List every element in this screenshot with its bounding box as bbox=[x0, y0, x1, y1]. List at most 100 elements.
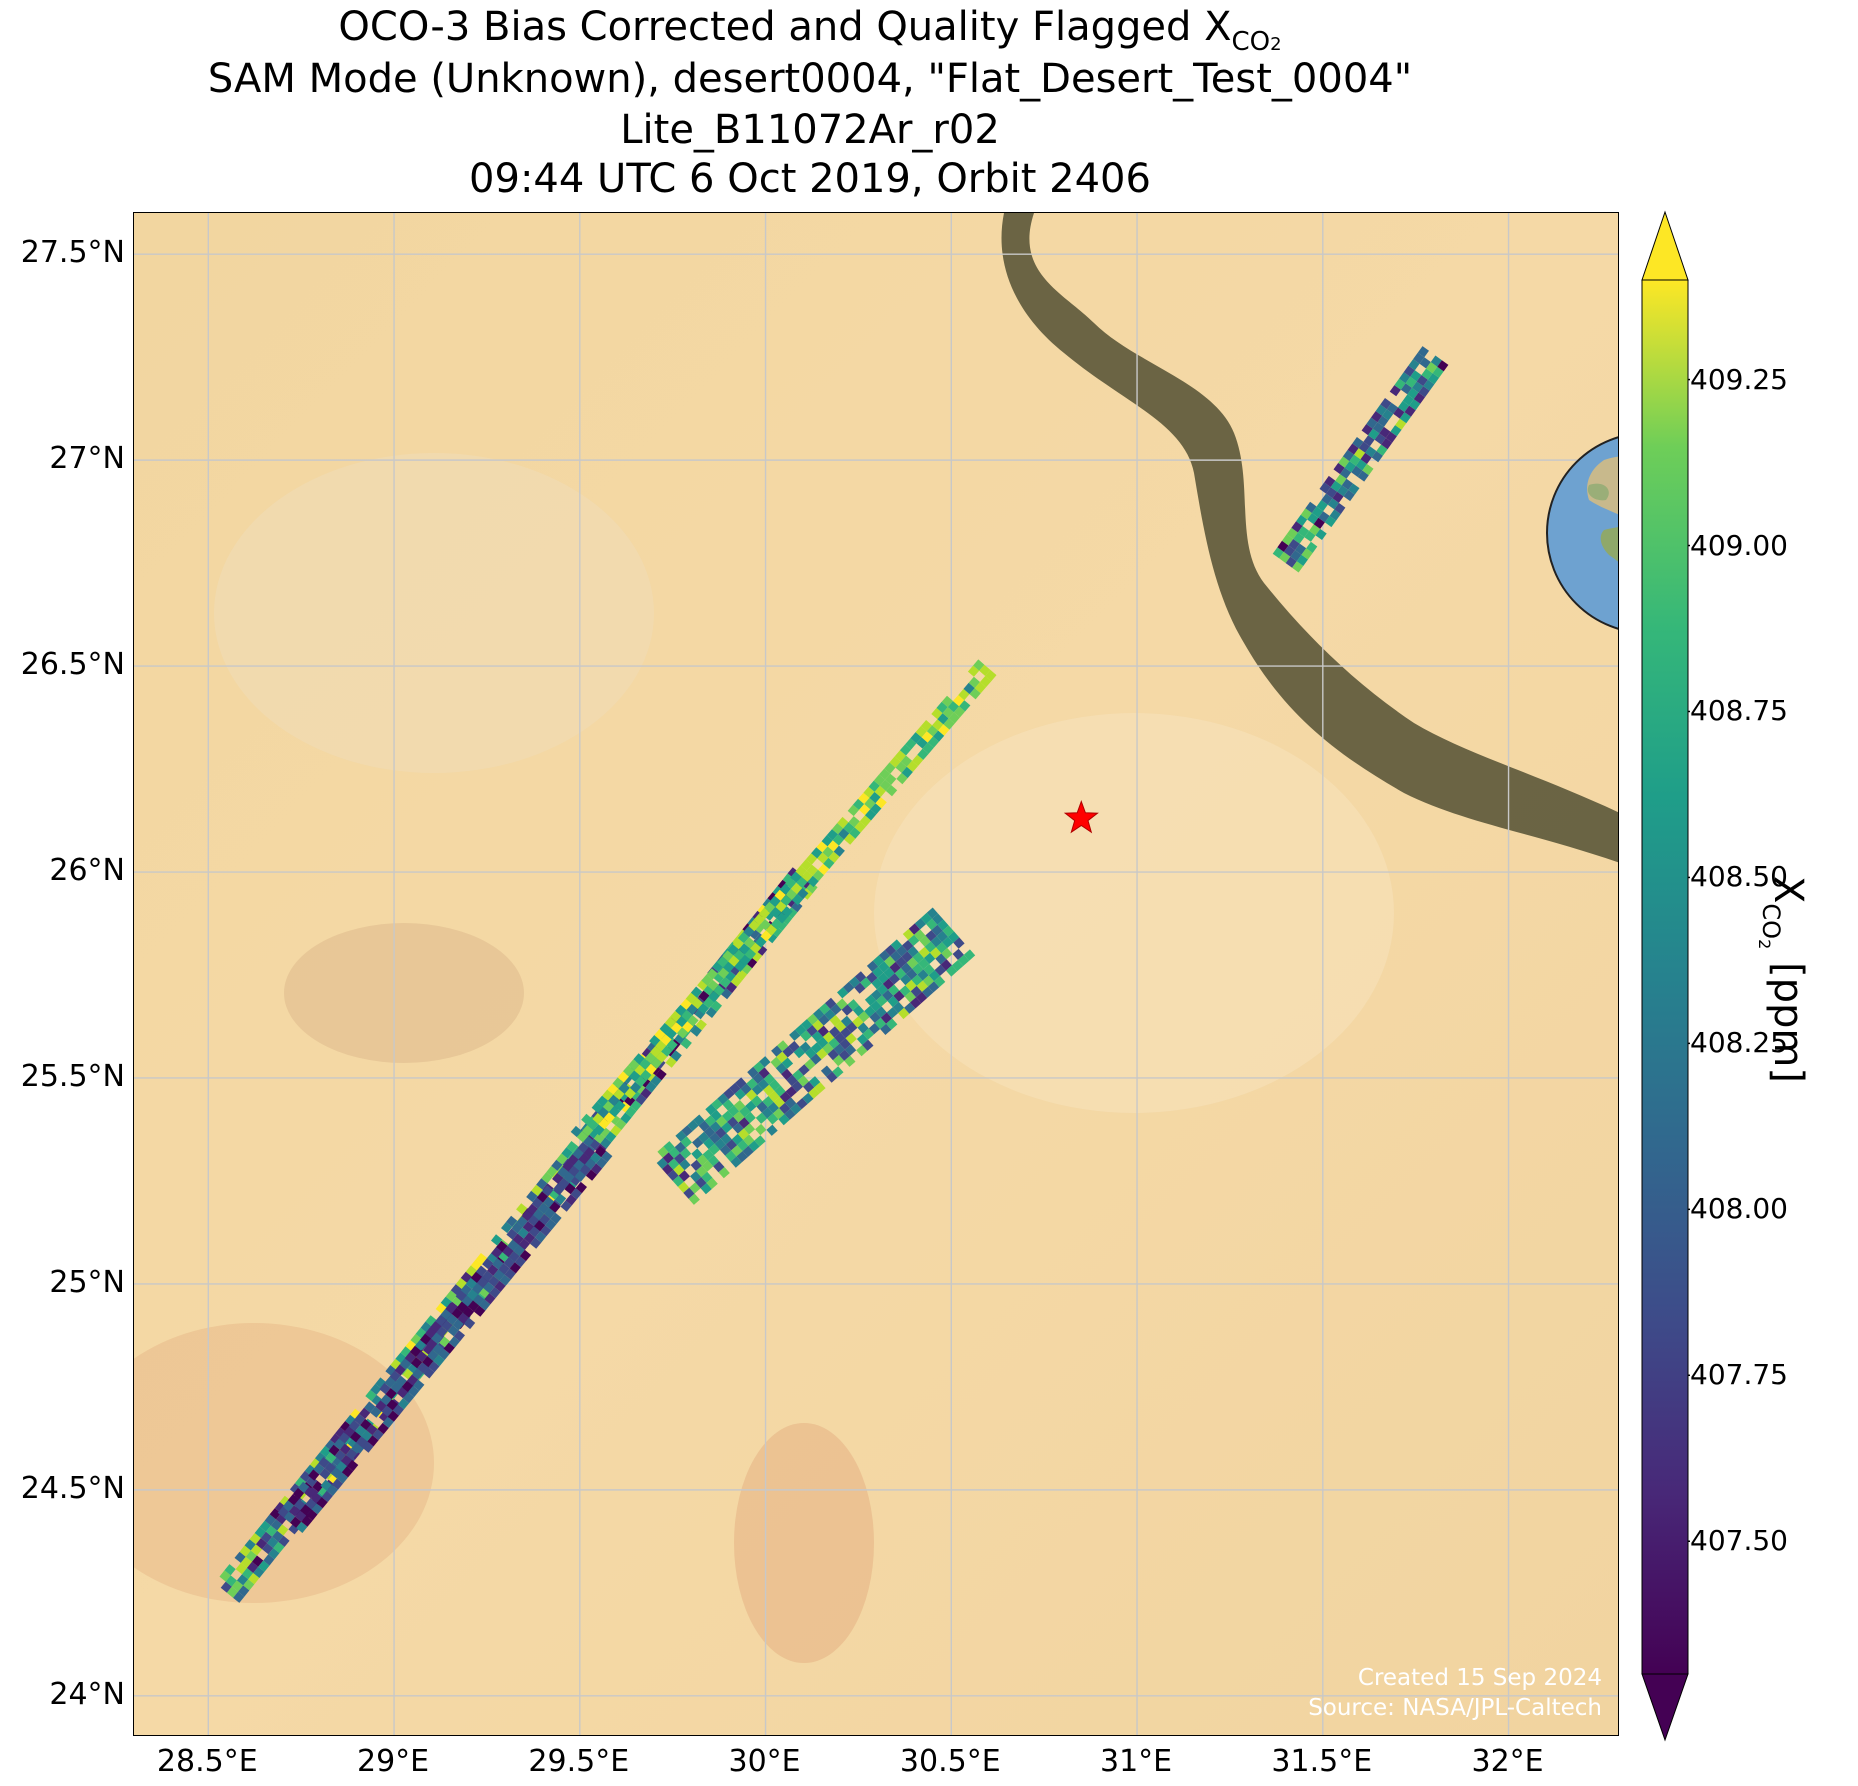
sounding-pixel bbox=[1338, 456, 1350, 468]
sounding-pixel bbox=[801, 1019, 813, 1031]
sounding-pixel bbox=[248, 1573, 260, 1585]
sand-patch bbox=[214, 453, 654, 773]
sounding-pixel bbox=[884, 762, 896, 774]
sounding-pixel bbox=[953, 695, 965, 707]
y-tick-label: 27°N bbox=[49, 441, 125, 477]
sounding-pixel bbox=[1335, 474, 1347, 486]
sounding-pixel bbox=[1413, 352, 1425, 364]
sounding-pixel bbox=[479, 1299, 491, 1311]
sounding-pixel bbox=[745, 1100, 757, 1112]
sounding-pixel bbox=[623, 1065, 635, 1077]
sounding-pixel bbox=[475, 1253, 488, 1265]
sounding-pixel bbox=[1385, 431, 1397, 443]
sounding-pixel bbox=[662, 1152, 674, 1164]
sounding-pixel bbox=[385, 1388, 397, 1400]
sounding-pixel bbox=[473, 1294, 485, 1306]
sounding-pixel bbox=[321, 1490, 333, 1503]
sounding-pixel bbox=[848, 816, 860, 828]
sounding-pixel bbox=[924, 952, 936, 964]
sounding-pixel bbox=[745, 1089, 758, 1101]
sounding-pixel bbox=[635, 1075, 647, 1087]
sounding-pixel bbox=[372, 1429, 384, 1441]
sounding-pixel bbox=[685, 992, 697, 1004]
sounding-pixel bbox=[811, 1042, 823, 1054]
sounding-pixel bbox=[1300, 508, 1312, 520]
sounding-pixel bbox=[330, 1467, 342, 1479]
sounding-pixel bbox=[452, 1318, 464, 1331]
sounding-pixel bbox=[818, 1014, 830, 1026]
sounding-pixel bbox=[591, 1101, 603, 1113]
sounding-pixel bbox=[665, 1028, 677, 1040]
sounding-pixel bbox=[1293, 532, 1305, 544]
sounding-pixel bbox=[868, 1023, 881, 1035]
sounding-pixel bbox=[841, 1004, 853, 1016]
sounding-pixel bbox=[804, 1058, 816, 1071]
sounding-pixel bbox=[822, 846, 834, 858]
sounding-pixel bbox=[859, 815, 872, 827]
sounding-pixel bbox=[740, 1083, 752, 1095]
sounding-pixel bbox=[1321, 493, 1333, 505]
sounding-pixel bbox=[918, 958, 930, 970]
sounding-pixel bbox=[660, 1034, 672, 1046]
sounding-pixel bbox=[882, 989, 894, 1002]
sounding-pixel bbox=[871, 977, 883, 990]
sounding-pixel bbox=[366, 1424, 378, 1436]
sounding-pixel bbox=[938, 724, 950, 736]
sounding-pixel bbox=[1372, 422, 1384, 434]
sounding-pixel bbox=[1421, 368, 1433, 380]
sounding-pixel bbox=[830, 1003, 842, 1015]
sounding-pixel bbox=[824, 1009, 836, 1021]
sounding-pixel bbox=[951, 960, 964, 972]
sounding-pixel bbox=[412, 1368, 424, 1380]
sounding-pixel bbox=[460, 1284, 472, 1296]
sounding-pixel bbox=[324, 1462, 336, 1474]
sounding-pixel bbox=[402, 1392, 415, 1404]
map-panel[interactable]: Created 15 Sep 2024 Source: NASA/JPL-Cal… bbox=[133, 212, 1619, 1736]
sounding-pixel bbox=[820, 1065, 833, 1077]
sounding-pixel bbox=[1427, 373, 1440, 385]
sounding-pixel bbox=[803, 1081, 815, 1093]
sounding-pixel bbox=[1309, 524, 1321, 536]
sounding-pixel bbox=[768, 1090, 780, 1102]
x-tick-label: 30.5°E bbox=[899, 1744, 1001, 1779]
sounding-pixel bbox=[733, 1100, 746, 1112]
sounding-pixel bbox=[840, 1027, 852, 1039]
sounding-pixel bbox=[1272, 547, 1284, 559]
sounding-pixel bbox=[696, 1154, 708, 1166]
sounding-pixel bbox=[565, 1194, 577, 1206]
sounding-pixel bbox=[522, 1221, 534, 1233]
sounding-pixel bbox=[834, 1021, 847, 1033]
sounding-pixel bbox=[886, 1018, 898, 1030]
sounding-pixel bbox=[593, 1132, 606, 1144]
sounding-pixel bbox=[690, 1025, 702, 1037]
sounding-pixel bbox=[629, 1070, 641, 1082]
sounding-pixel bbox=[277, 1524, 289, 1536]
sounding-pixel bbox=[876, 983, 889, 996]
sounding-pixel bbox=[508, 1251, 520, 1263]
sounding-pixel bbox=[595, 1146, 607, 1158]
sounding-pixel bbox=[447, 1325, 459, 1337]
sounding-pixel bbox=[541, 1172, 553, 1184]
sounding-pixel bbox=[748, 1140, 760, 1152]
sounding-pixel bbox=[884, 956, 896, 968]
sand-patch bbox=[874, 713, 1394, 1113]
sounding-pixel bbox=[549, 1201, 561, 1213]
sounding-pixel bbox=[852, 1016, 864, 1028]
sounding-pixel bbox=[845, 1033, 857, 1045]
credit-source: Source: NASA/JPL-Caltech bbox=[1308, 1695, 1602, 1721]
sounding-pixel bbox=[609, 1106, 621, 1118]
sounding-pixel bbox=[737, 932, 750, 944]
sounding-pixel bbox=[868, 780, 880, 792]
sounding-pixel bbox=[985, 669, 997, 682]
sounding-pixel bbox=[413, 1379, 425, 1391]
sounding-pixel bbox=[889, 756, 901, 768]
sounding-pixel bbox=[908, 923, 921, 935]
sounding-pixel bbox=[805, 853, 818, 865]
sounding-pixel bbox=[901, 766, 913, 779]
sounding-pixel bbox=[392, 1404, 404, 1416]
sounding-pixel bbox=[661, 1045, 673, 1057]
sounding-pixel bbox=[691, 1148, 703, 1160]
sounding-pixel bbox=[779, 1102, 791, 1114]
sounding-pixel bbox=[1377, 415, 1389, 427]
sounding-pixel bbox=[1386, 402, 1398, 414]
